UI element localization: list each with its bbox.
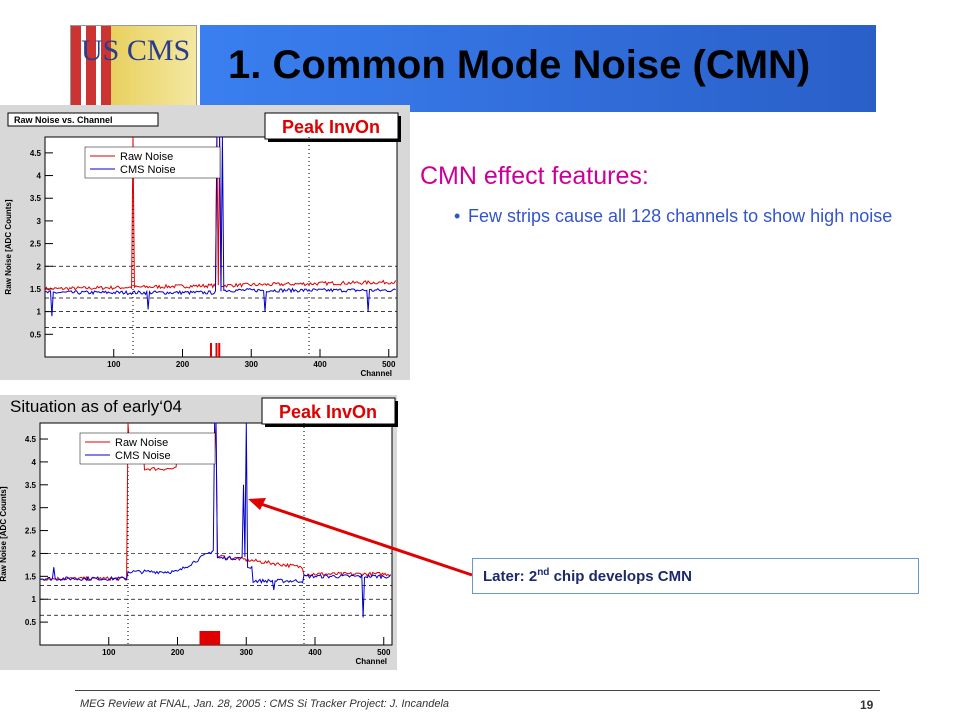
y-tick-label: 1.5 [30,285,42,294]
x-tick-label: 100 [102,648,116,657]
footer-line [75,690,880,691]
noise-trace [39,422,392,618]
bullet-dot: • [454,206,461,226]
arrow [257,501,473,577]
bad-strip [218,343,221,357]
x-tick-label: 300 [240,648,254,657]
callout: Later: 2nd chip develops CMN [472,558,919,594]
arrow-head [248,498,266,510]
y-tick-label: 1.5 [25,572,37,581]
legend-label: CMS Noise [120,164,176,176]
x-tick-label: 200 [176,360,190,369]
x-axis-label: Channel [355,657,387,666]
x-tick-label: 500 [377,648,391,657]
y-tick-label: 2.5 [30,240,42,249]
page-number: 19 [860,698,874,712]
tag-box [261,397,396,425]
y-tick-label: 2.5 [25,527,37,536]
legend-box [84,146,221,179]
y-tick-label: 2 [32,549,37,558]
plot-title-box [7,112,159,127]
noise-trace [45,136,396,317]
y-tick-label: 3 [37,217,42,226]
x-tick-label: 300 [245,360,259,369]
callout-text: Later: 2 [483,568,538,585]
bad-strip [210,343,212,357]
y-tick-label: 2 [37,262,42,271]
footer: MEG Review at FNAL, Jan. 28, 2005 : CMS … [80,698,450,710]
legend-label: CMS Noise [115,450,171,462]
y-tick-label: 0.5 [30,330,42,339]
x-tick-label: 400 [313,360,327,369]
title-bar: 1. Common Mode Noise (CMN) [200,25,876,112]
callout-text: chip develops CMN [549,568,692,585]
legend-box [79,432,216,465]
y-tick-label: 0.5 [25,618,37,627]
x-tick-label: 500 [382,360,396,369]
tag: Peak InvOn [279,402,377,422]
y-tick-label: 1 [32,595,37,604]
x-tick-label: 200 [171,648,185,657]
tag-box [264,112,399,140]
y-tick-label: 4 [32,458,37,467]
x-tick-label: 400 [308,648,322,657]
legend-label: Raw Noise [115,437,168,449]
y-tick-label: 4.5 [25,435,37,444]
tag: Peak InvOn [282,117,380,137]
heading: CMN effect features: [420,162,649,190]
plot-caption: Situation as of early‘04 [10,397,182,416]
title: 1. Common Mode Noise (CMN) [228,43,811,87]
x-tick-label: 100 [107,360,121,369]
x-axis-label: Channel [360,369,392,378]
legend-label: Raw Noise [120,151,173,163]
logo-text: US CMS [81,34,191,67]
logo: US CMS [70,25,197,112]
y-axis-label: Raw Noise [ADC Counts] [4,199,13,294]
bad-strips [199,631,221,645]
y-axis-label: Raw Noise [ADC Counts] [0,486,8,581]
bad-strip [215,343,218,357]
bullet: • Few strips cause all 128 channels to s… [454,205,948,227]
y-tick-label: 4 [37,172,42,181]
y-tick-label: 1 [37,308,42,317]
bullet-text: Few strips cause all 128 channels to sho… [468,206,893,226]
y-tick-label: 4.5 [30,149,42,158]
callout-sup: nd [537,567,550,578]
plot-title: Raw Noise vs. Channel [14,115,113,125]
y-tick-label: 3 [32,504,37,513]
y-tick-label: 3.5 [25,481,37,490]
y-tick-label: 3.5 [30,194,42,203]
